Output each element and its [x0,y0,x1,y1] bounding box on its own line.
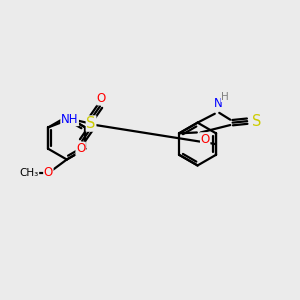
Text: CH₃: CH₃ [20,168,39,178]
Text: N: N [213,97,222,110]
Text: O: O [201,133,210,146]
Text: O: O [76,142,85,155]
Text: S: S [86,116,96,131]
Text: NH: NH [61,112,78,126]
Text: O: O [44,167,53,179]
Text: S: S [252,114,262,129]
Text: O: O [97,92,106,105]
Text: H: H [221,92,229,101]
